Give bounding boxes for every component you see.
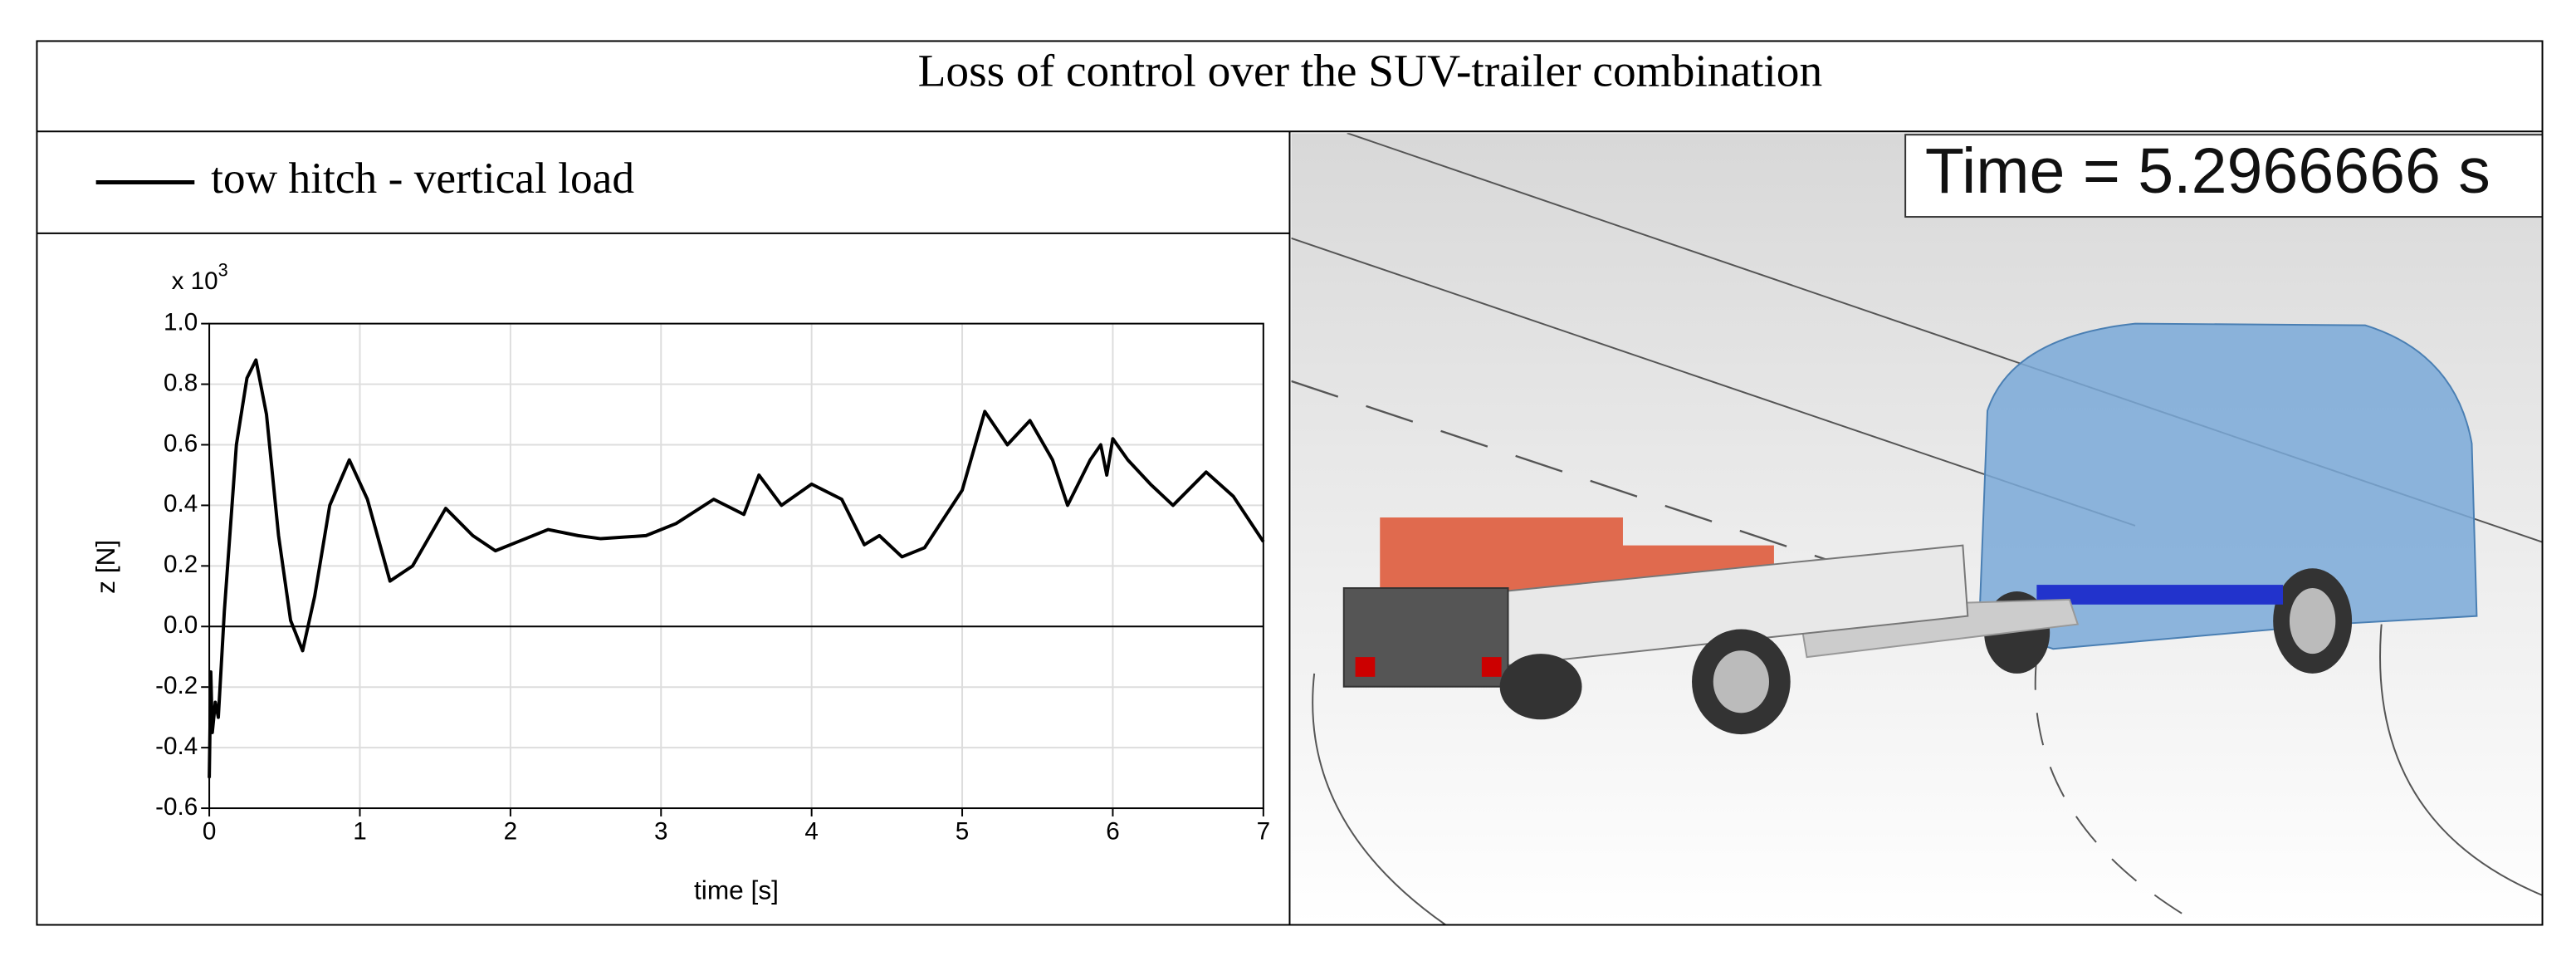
wheel-rim xyxy=(1713,650,1769,713)
y-tick-label: -0.2 xyxy=(155,672,198,699)
time-label: Time = 5.2966666 s xyxy=(1925,135,2490,207)
x-tick-label: 5 xyxy=(956,818,970,846)
x-tick-label: 1 xyxy=(353,818,367,846)
y-tick-label: 0.6 xyxy=(164,429,198,457)
y-scale-exponent: 3 xyxy=(218,259,228,280)
plot-border xyxy=(208,322,1264,810)
x-tick-label: 4 xyxy=(804,818,818,846)
y-axis-label: z [N] xyxy=(90,540,120,594)
y-tick-label: 0.2 xyxy=(164,551,198,578)
y-tick-label: 1.0 xyxy=(164,308,198,336)
bricks xyxy=(1380,517,1623,591)
frame xyxy=(36,40,2544,926)
y-tick-label: -0.4 xyxy=(155,733,198,760)
x-tick-label: 3 xyxy=(654,818,667,846)
legend-label: tow hitch - vertical load xyxy=(211,153,634,203)
time-box xyxy=(1904,134,2543,218)
y-tick-label: 0.8 xyxy=(164,369,198,396)
wheel-rim xyxy=(2289,588,2336,655)
x-tick-label: 0 xyxy=(203,818,216,846)
tail-light xyxy=(1481,657,1502,677)
road-line xyxy=(2034,657,2202,925)
suv xyxy=(1978,322,2478,650)
hitch xyxy=(2036,585,2284,605)
x-tick-label: 6 xyxy=(1106,818,1120,846)
road-line xyxy=(2379,624,2543,896)
y-tick-label: -0.6 xyxy=(155,793,198,821)
y-scale-label: x 103 xyxy=(172,259,228,295)
y-tick-label: 0.0 xyxy=(164,611,198,639)
render-view: Time = 5.2966666 s xyxy=(1291,133,2543,925)
x-tick-label: 7 xyxy=(1257,818,1271,846)
tail-light xyxy=(1355,657,1376,677)
wheel xyxy=(1499,654,1582,720)
y-tick-label: 0.4 xyxy=(164,490,198,517)
road-line xyxy=(1312,673,1446,925)
plot: x 103 time [s] z [N] -0.6-0.4-0.20.00.20… xyxy=(90,259,1270,905)
x-tick-label: 2 xyxy=(504,818,517,846)
x-axis-label: time [s] xyxy=(694,875,779,905)
figure-title: Loss of control over the SUV-trailer com… xyxy=(918,46,1823,96)
y-scale-base: x 10 xyxy=(172,267,218,295)
series-line xyxy=(208,358,1265,778)
